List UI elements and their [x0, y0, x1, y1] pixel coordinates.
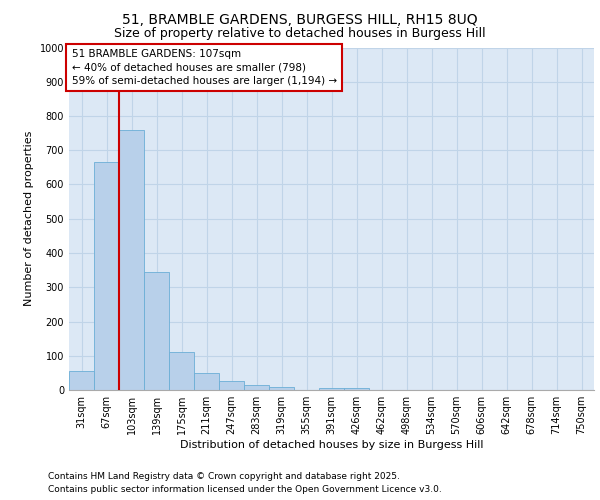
Text: 51, BRAMBLE GARDENS, BURGESS HILL, RH15 8UQ: 51, BRAMBLE GARDENS, BURGESS HILL, RH15 …	[122, 12, 478, 26]
Text: 51 BRAMBLE GARDENS: 107sqm
← 40% of detached houses are smaller (798)
59% of sem: 51 BRAMBLE GARDENS: 107sqm ← 40% of deta…	[71, 49, 337, 86]
Bar	[69, 371, 94, 390]
Text: Contains public sector information licensed under the Open Government Licence v3: Contains public sector information licen…	[48, 485, 442, 494]
Bar	[169, 352, 194, 390]
Bar	[144, 272, 169, 390]
X-axis label: Distribution of detached houses by size in Burgess Hill: Distribution of detached houses by size …	[180, 440, 483, 450]
Y-axis label: Number of detached properties: Number of detached properties	[24, 131, 34, 306]
Bar	[219, 382, 244, 390]
Text: Contains HM Land Registry data © Crown copyright and database right 2025.: Contains HM Land Registry data © Crown c…	[48, 472, 400, 481]
Bar	[194, 373, 219, 390]
Text: Size of property relative to detached houses in Burgess Hill: Size of property relative to detached ho…	[114, 28, 486, 40]
Bar	[119, 130, 144, 390]
Bar	[344, 388, 369, 390]
Bar	[94, 162, 119, 390]
Bar	[244, 385, 269, 390]
Bar	[319, 388, 344, 390]
Bar	[269, 386, 294, 390]
